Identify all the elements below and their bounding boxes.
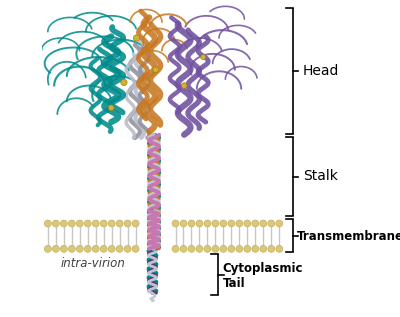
Circle shape <box>153 67 158 73</box>
Circle shape <box>52 245 59 252</box>
Text: Stalk: Stalk <box>303 169 338 183</box>
Circle shape <box>84 245 91 252</box>
Circle shape <box>252 245 259 252</box>
Circle shape <box>196 220 203 227</box>
Circle shape <box>68 245 75 252</box>
Circle shape <box>108 220 115 227</box>
Circle shape <box>260 220 267 227</box>
Circle shape <box>201 55 206 60</box>
Circle shape <box>108 105 114 111</box>
Circle shape <box>228 245 235 252</box>
Circle shape <box>172 245 179 252</box>
Circle shape <box>212 220 219 227</box>
Circle shape <box>92 220 99 227</box>
Circle shape <box>204 220 211 227</box>
Circle shape <box>60 245 67 252</box>
Circle shape <box>52 220 59 227</box>
Circle shape <box>268 220 275 227</box>
Circle shape <box>244 220 251 227</box>
Circle shape <box>121 79 127 86</box>
Circle shape <box>188 245 195 252</box>
Circle shape <box>212 245 219 252</box>
Circle shape <box>124 220 131 227</box>
Circle shape <box>132 220 139 227</box>
Circle shape <box>132 245 139 252</box>
Circle shape <box>76 220 83 227</box>
Circle shape <box>84 220 91 227</box>
Circle shape <box>252 220 259 227</box>
Circle shape <box>244 245 251 252</box>
Circle shape <box>180 220 187 227</box>
Circle shape <box>44 220 51 227</box>
Circle shape <box>180 245 187 252</box>
Text: Head: Head <box>303 64 339 78</box>
Circle shape <box>236 245 243 252</box>
Circle shape <box>68 220 75 227</box>
Circle shape <box>220 245 227 252</box>
Circle shape <box>204 245 211 252</box>
Circle shape <box>124 245 131 252</box>
Circle shape <box>188 220 195 227</box>
Circle shape <box>276 220 283 227</box>
Circle shape <box>196 245 203 252</box>
Circle shape <box>276 245 283 252</box>
Circle shape <box>172 220 179 227</box>
Circle shape <box>76 245 83 252</box>
Circle shape <box>181 83 187 88</box>
Circle shape <box>268 245 275 252</box>
Circle shape <box>116 220 123 227</box>
Circle shape <box>100 245 107 252</box>
Circle shape <box>44 245 51 252</box>
Circle shape <box>228 220 235 227</box>
Circle shape <box>60 220 67 227</box>
Text: Transmembrane: Transmembrane <box>297 230 400 243</box>
Circle shape <box>260 245 267 252</box>
Circle shape <box>220 220 227 227</box>
Circle shape <box>116 245 123 252</box>
Circle shape <box>134 35 140 41</box>
Circle shape <box>108 245 115 252</box>
Circle shape <box>236 220 243 227</box>
Text: Cytoplasmic
Tail: Cytoplasmic Tail <box>223 262 303 290</box>
Text: intra-virion: intra-virion <box>60 256 125 270</box>
Circle shape <box>92 245 99 252</box>
Circle shape <box>100 220 107 227</box>
